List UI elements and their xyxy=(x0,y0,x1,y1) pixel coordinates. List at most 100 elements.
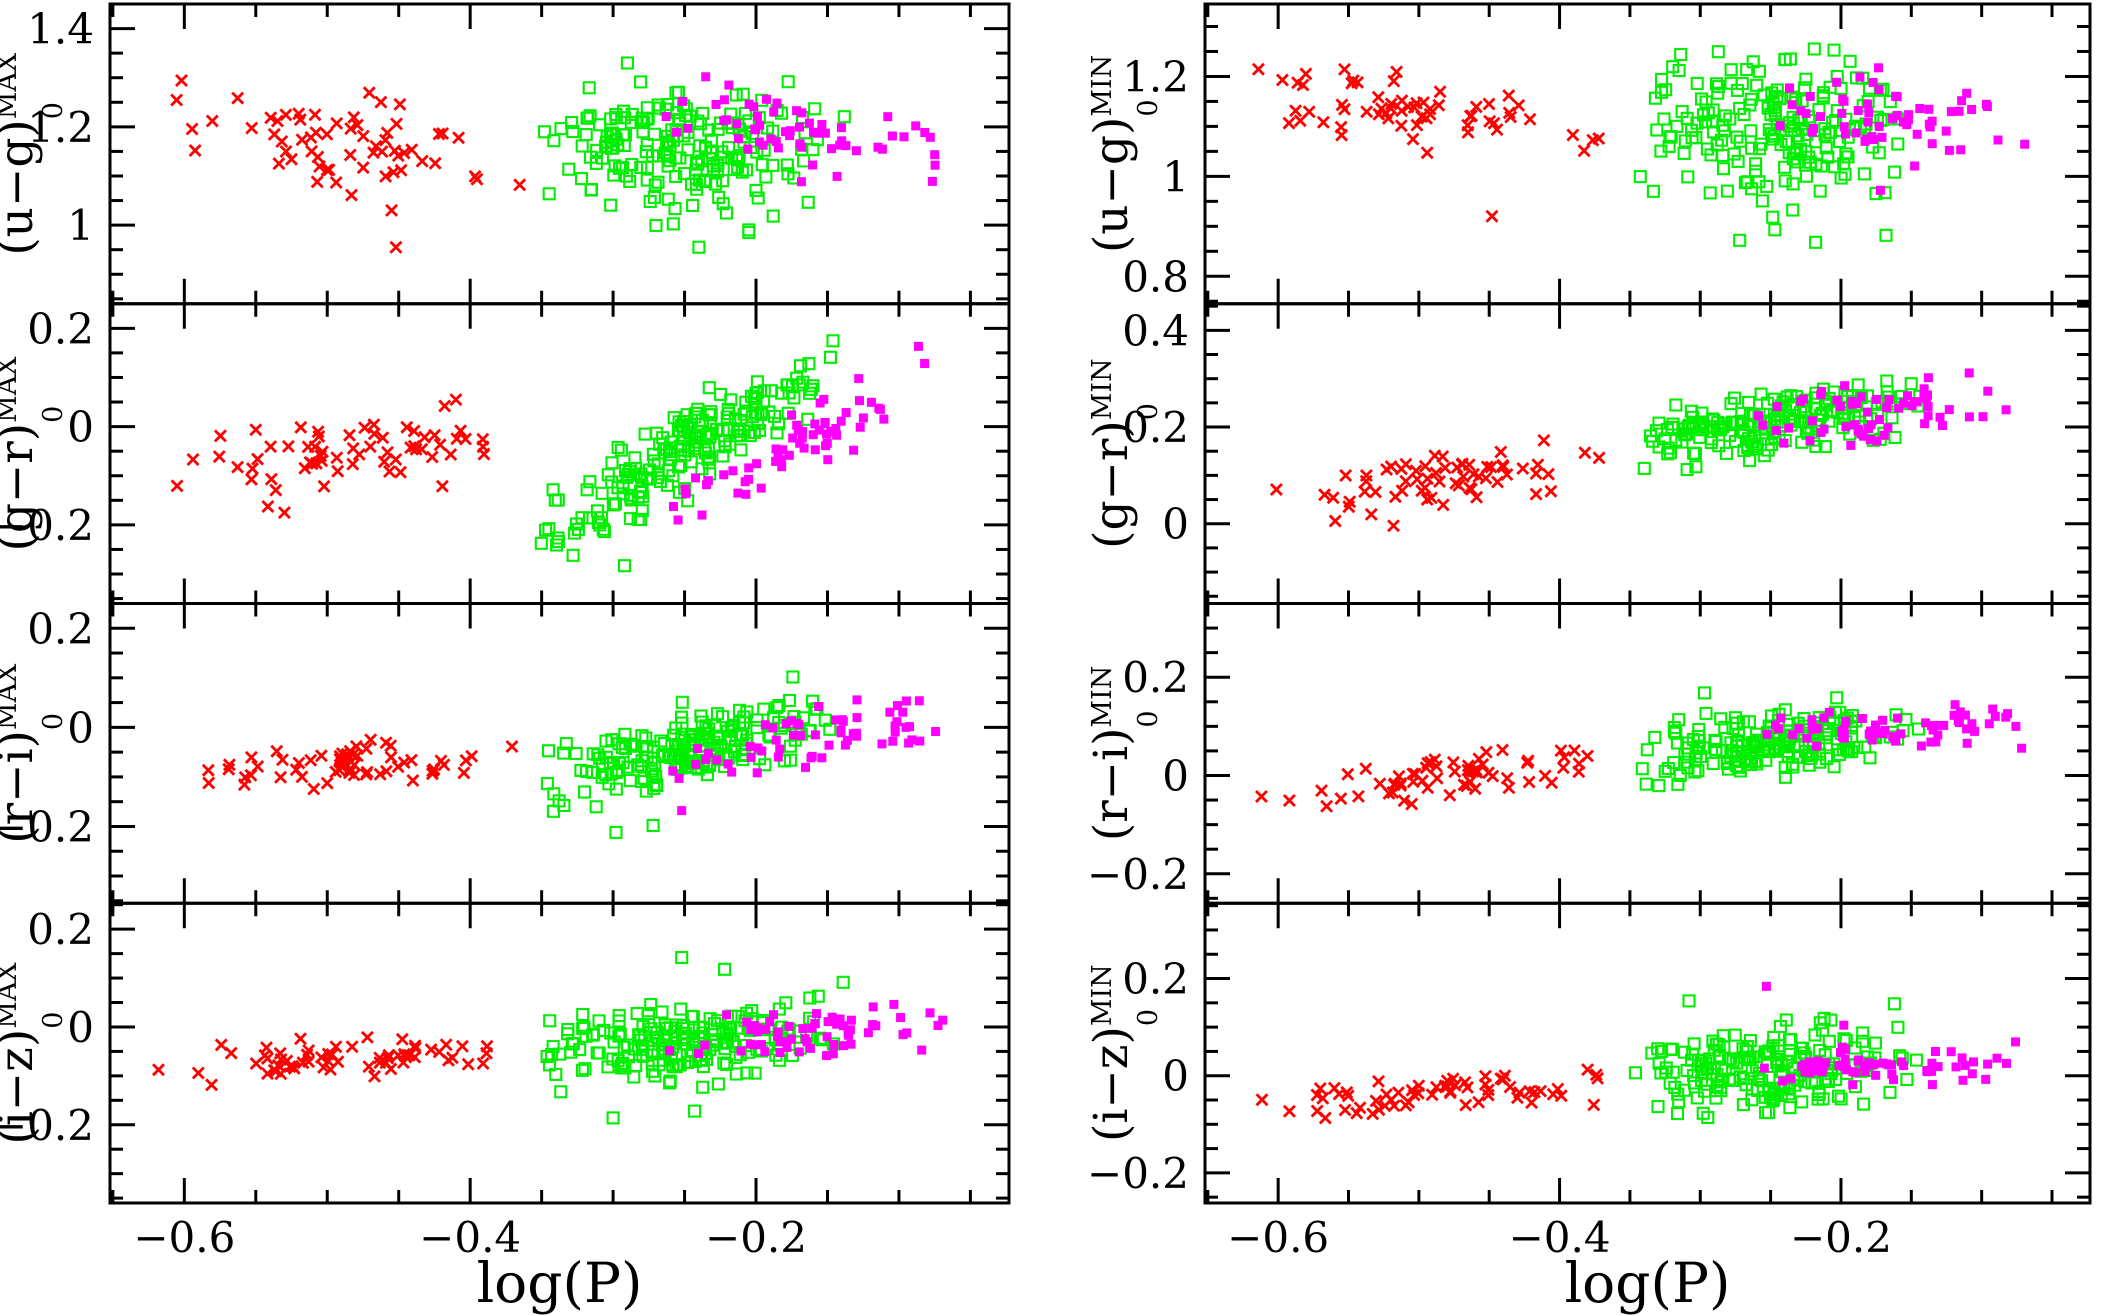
point-filled-square xyxy=(1851,399,1861,409)
point-open-square xyxy=(1781,749,1795,763)
y-tick-label: 0.2 xyxy=(27,304,94,353)
point-cross xyxy=(1318,1111,1332,1125)
point-filled-square xyxy=(846,1039,856,1049)
point-open-square xyxy=(1758,1090,1772,1104)
y-tick-label: 0.2 xyxy=(1122,955,1189,1004)
panel-ri_min: −0.2 0 0.2(r−i)MIN 0 xyxy=(1084,602,2092,905)
point-filled-square xyxy=(1779,438,1789,448)
point-filled-square xyxy=(1939,720,1949,730)
point-open-square xyxy=(1879,228,1893,242)
point-open-square xyxy=(751,191,765,205)
point-filled-square xyxy=(814,425,824,435)
point-filled-square xyxy=(1962,88,1972,98)
point-cross xyxy=(1315,784,1328,798)
point-cross xyxy=(459,753,473,767)
point-open-square xyxy=(564,1045,578,1059)
point-filled-square xyxy=(1874,63,1883,73)
point-cross xyxy=(275,135,289,148)
point-cross xyxy=(1390,65,1404,79)
point-cross xyxy=(395,1032,409,1046)
point-open-square xyxy=(749,183,763,197)
point-cross xyxy=(1541,467,1555,481)
point-filled-square xyxy=(836,123,846,133)
point-filled-square xyxy=(1853,1056,1863,1066)
point-open-square xyxy=(781,75,795,89)
point-cross xyxy=(304,753,318,767)
point-cross xyxy=(1399,457,1413,471)
point-open-square xyxy=(732,149,746,163)
ticks xyxy=(110,302,1009,604)
point-open-square xyxy=(606,1052,620,1066)
point-cross xyxy=(314,449,328,463)
point-filled-square xyxy=(1892,110,1902,120)
point-open-square xyxy=(576,1007,590,1022)
y-axis-title-ug_min: (u−g)MIN 0 xyxy=(1084,55,1164,253)
point-cross xyxy=(1373,777,1387,791)
point-filled-square xyxy=(761,1024,771,1034)
point-filled-square xyxy=(2011,721,2021,731)
point-open-square xyxy=(801,195,815,209)
y-axis-title-gr_max: (g−r)MAX 0 xyxy=(0,356,69,552)
point-open-square xyxy=(1818,398,1832,412)
point-cross xyxy=(245,472,258,486)
point-filled-square xyxy=(829,1040,839,1049)
point-cross xyxy=(1415,484,1429,498)
y-tick-label: 0.2 xyxy=(27,905,94,954)
series-magenta-filled-square xyxy=(669,341,930,525)
point-filled-square xyxy=(1931,1047,1940,1056)
y-tick-label: 0 xyxy=(1162,751,1189,800)
point-open-square xyxy=(1650,123,1664,137)
point-cross xyxy=(1282,116,1296,130)
point-cross xyxy=(1578,446,1592,460)
y-axis-title-ug_max: (u−g)MAX 0 xyxy=(0,52,69,256)
point-filled-square xyxy=(1983,1059,1993,1069)
point-open-square xyxy=(1666,1065,1680,1079)
point-filled-square xyxy=(782,1042,792,1052)
point-open-square xyxy=(710,158,724,172)
point-open-square xyxy=(783,753,797,767)
point-open-square xyxy=(1673,768,1687,782)
point-filled-square xyxy=(1923,390,1932,400)
point-open-square xyxy=(648,178,662,192)
point-cross xyxy=(1251,62,1265,76)
y-axis-title-iz_max: (i−z)MAX 0 xyxy=(0,962,69,1145)
series-red-cross xyxy=(1251,62,1606,223)
point-filled-square xyxy=(733,134,743,144)
x-tick-label: −0.4 xyxy=(1509,1213,1611,1262)
point-open-square xyxy=(716,197,730,211)
point-cross xyxy=(1334,792,1348,806)
y-tick-label: −0.2 xyxy=(1087,1149,1189,1198)
point-cross xyxy=(212,450,226,464)
y-tick-label: 1 xyxy=(67,201,94,250)
point-cross xyxy=(343,148,357,162)
point-filled-square xyxy=(1924,119,1934,129)
panel-frame xyxy=(1203,602,2092,905)
point-cross xyxy=(261,500,275,513)
point-cross xyxy=(1318,488,1332,502)
point-open-square xyxy=(702,450,717,464)
point-filled-square xyxy=(1887,1069,1897,1079)
point-cross xyxy=(1387,778,1401,792)
point-open-square xyxy=(1839,147,1853,161)
point-filled-square xyxy=(778,445,788,455)
point-cross xyxy=(1481,1083,1495,1097)
point-open-square xyxy=(1716,148,1730,163)
point-filled-square xyxy=(1960,710,1970,720)
point-cross xyxy=(1525,1096,1539,1110)
series-magenta-filled-square xyxy=(665,999,948,1061)
point-open-square xyxy=(770,426,784,440)
point-open-square xyxy=(1868,1036,1882,1050)
point-cross xyxy=(408,1039,422,1053)
point-open-square xyxy=(662,444,676,459)
point-filled-square xyxy=(1807,715,1817,725)
point-open-square xyxy=(1689,460,1703,474)
point-filled-square xyxy=(1964,412,1974,422)
point-open-square xyxy=(595,757,610,771)
point-open-square xyxy=(677,1031,691,1045)
point-open-square xyxy=(782,693,797,708)
point-cross xyxy=(389,240,403,254)
point-cross xyxy=(1326,491,1340,505)
point-filled-square xyxy=(1778,1076,1788,1086)
point-open-square xyxy=(1841,744,1856,758)
point-filled-square xyxy=(744,463,754,473)
